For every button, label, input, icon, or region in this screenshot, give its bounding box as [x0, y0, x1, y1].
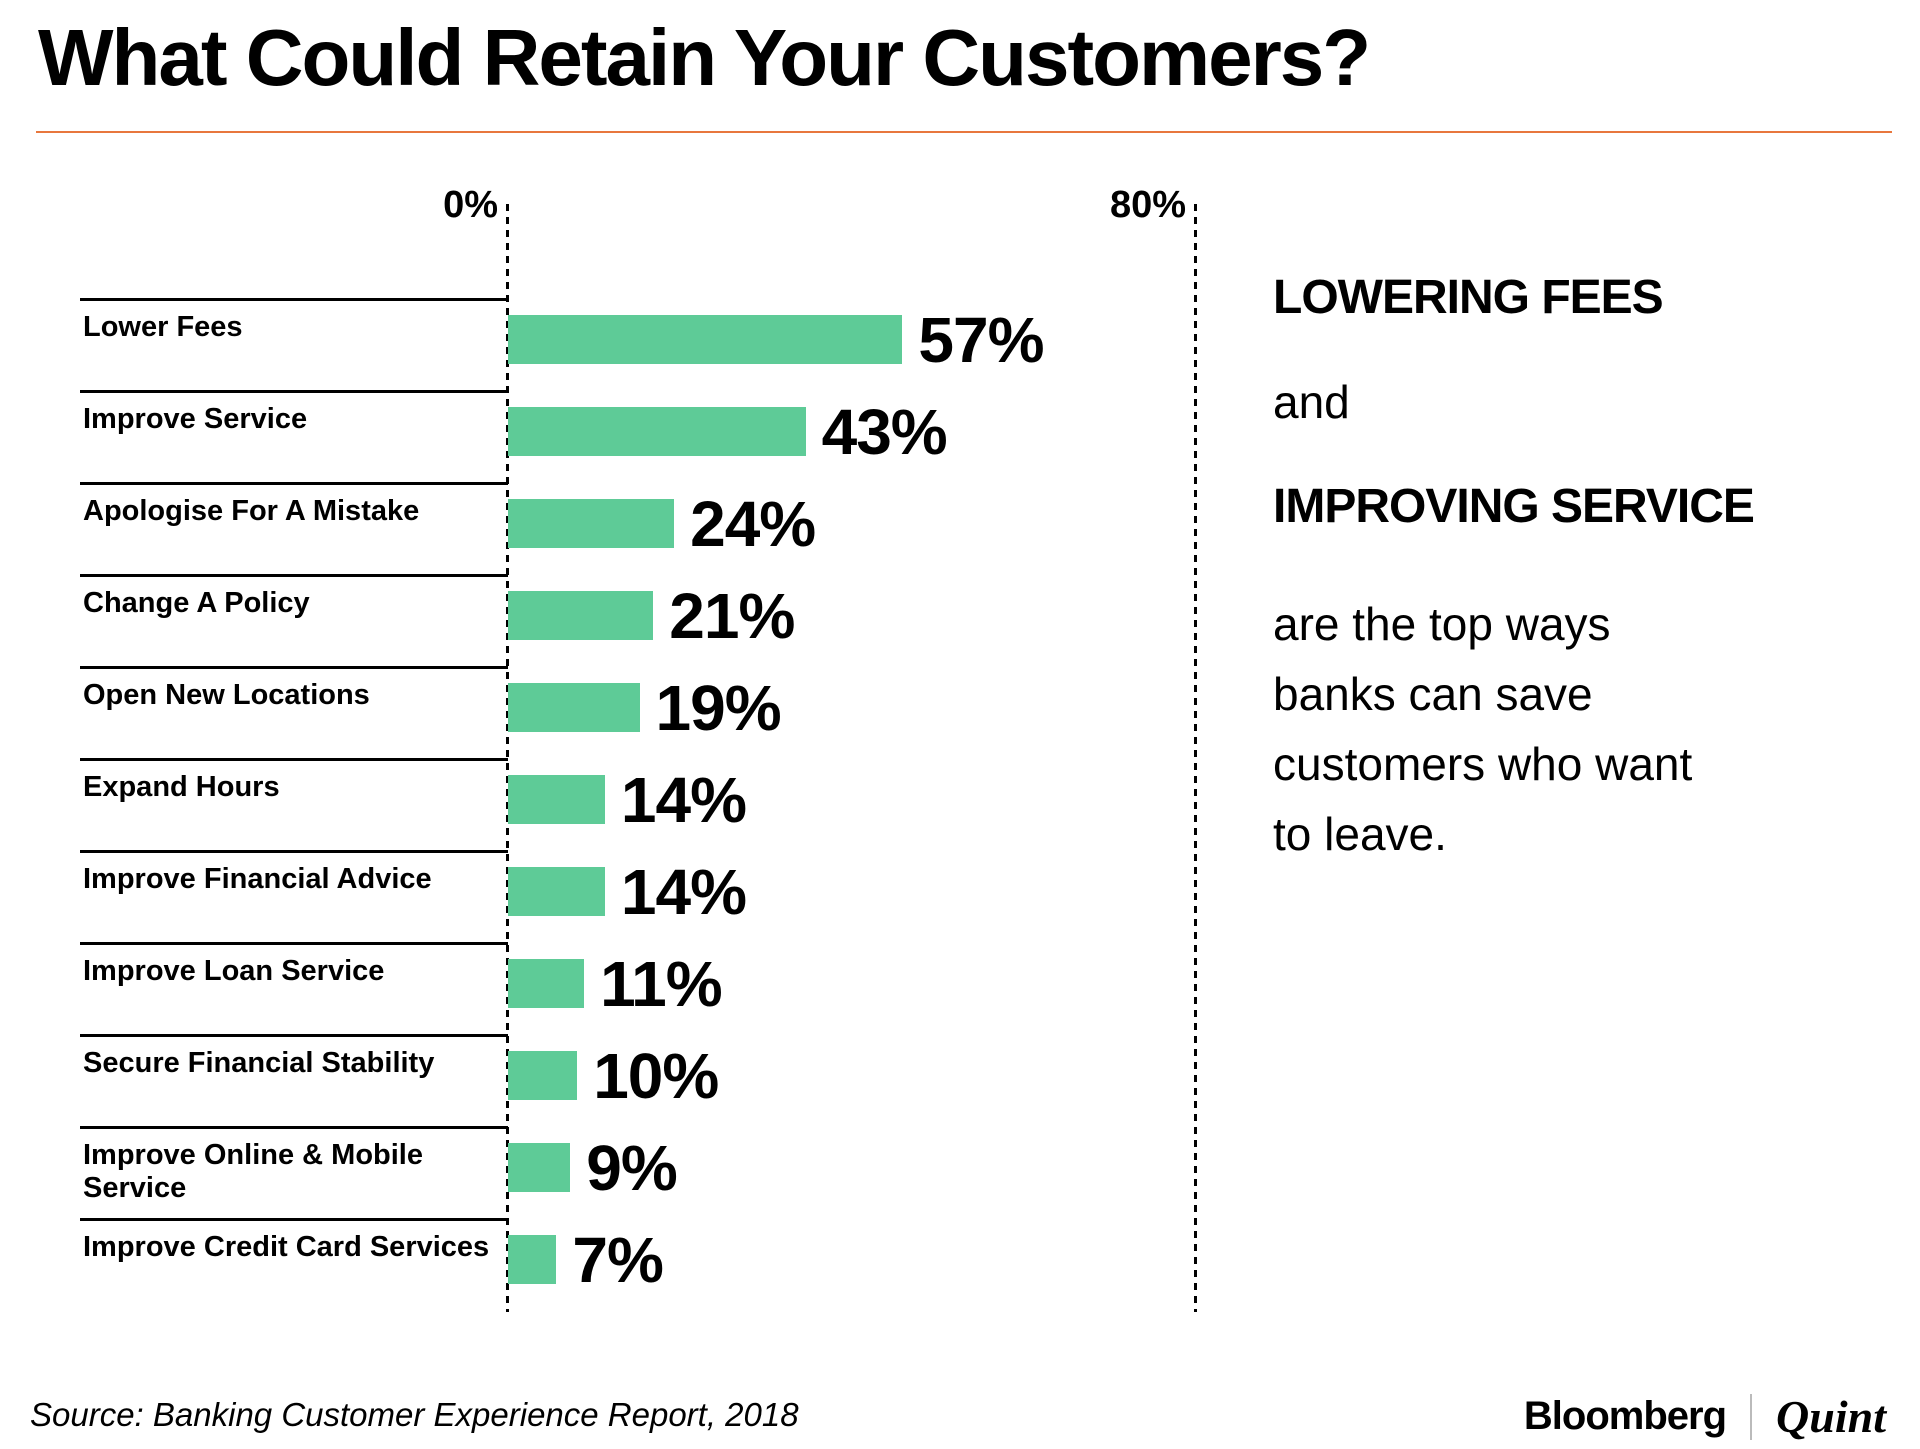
value-label: 14%	[620, 856, 747, 928]
bar-chart: Lower Fees 57% Improve Service 43% Apologise…	[0, 298, 1920, 1310]
value-bar	[508, 959, 585, 1008]
value-bar	[508, 1235, 557, 1284]
row-separator	[80, 666, 508, 669]
row-separator	[80, 1034, 508, 1037]
value-bar	[508, 775, 605, 824]
axis-tick-80: 80%	[1109, 184, 1186, 226]
row-separator	[80, 574, 508, 577]
chart-row: Change A Policy 21%	[0, 574, 1920, 666]
value-label: 9%	[586, 1132, 677, 1204]
value-bar	[508, 683, 640, 732]
annotation-connector: and	[1273, 376, 1350, 428]
value-label: 21%	[669, 580, 795, 652]
source-note: Source: Banking Customer Experience Repo…	[30, 1396, 799, 1433]
category-label: Improve Credit Card Services	[83, 1231, 490, 1263]
chart-row: Secure Financial Stability 10%	[0, 1034, 1920, 1126]
annotation-emphasis-1: LOWERING FEES	[1273, 271, 1664, 324]
chart-row: Apologise For A Mistake 24%	[0, 482, 1920, 574]
value-bar	[508, 499, 675, 548]
category-label: Secure Financial Stability	[83, 1047, 435, 1079]
value-label: 14%	[620, 764, 747, 836]
category-label: Change A Policy	[83, 587, 310, 619]
category-label: Lower Fees	[83, 311, 243, 343]
annotation-body: are the top ways banks can save customer…	[1273, 598, 1693, 860]
page-title: What Could Retain Your Customers?	[38, 13, 1371, 102]
annotation-emphasis-2: IMPROVING SERVICE	[1273, 480, 1755, 533]
brand-logos: Bloomberg Quint	[1524, 1390, 1886, 1443]
value-bar	[508, 591, 654, 640]
value-bar	[508, 1143, 571, 1192]
category-label: Improve Loan Service	[83, 955, 385, 987]
row-separator	[80, 942, 508, 945]
chart-row: Open New Locations 19%	[0, 666, 1920, 758]
chart-row: Improve Loan Service 11%	[0, 942, 1920, 1034]
value-bar	[508, 1051, 578, 1100]
chart-row: Improve Credit Card Services 7%	[0, 1218, 1920, 1310]
bloomberg-logo: Bloomberg	[1523, 1394, 1727, 1438]
gridline-80-percent	[1194, 204, 1197, 1312]
value-label: 57%	[918, 304, 1044, 376]
category-label: Improve Online & Mobile Service	[83, 1139, 423, 1205]
value-label: 19%	[655, 672, 782, 744]
value-label: 11%	[600, 948, 723, 1020]
row-separator	[80, 850, 508, 853]
row-separator	[80, 1126, 508, 1129]
axis-tick-0: 0%	[443, 184, 498, 226]
category-label: Improve Financial Advice	[83, 863, 432, 895]
category-label: Expand Hours	[83, 771, 280, 803]
row-separator	[80, 390, 508, 393]
quint-logo: Quint	[1776, 1391, 1886, 1442]
value-label: 24%	[690, 488, 816, 560]
category-label: Open New Locations	[83, 679, 370, 711]
row-separator	[80, 482, 508, 485]
category-label: Improve Service	[83, 403, 308, 435]
value-bar	[508, 867, 605, 916]
chart-row: Expand Hours 14%	[0, 758, 1920, 850]
value-bar	[508, 315, 903, 364]
row-separator	[80, 758, 508, 761]
value-label: 43%	[821, 396, 948, 468]
chart-row: Improve Financial Advice 14%	[0, 850, 1920, 942]
chart-row: Improve Service 43%	[0, 390, 1920, 482]
title-accent-line	[36, 131, 1892, 133]
chart-row: Improve Online & Mobile Service 9%	[0, 1126, 1920, 1218]
row-separator	[80, 1218, 508, 1221]
brand-separator	[1750, 1393, 1753, 1440]
value-label: 7%	[572, 1224, 663, 1296]
value-bar	[508, 407, 806, 456]
value-label: 10%	[593, 1040, 719, 1112]
category-label: Apologise For A Mistake	[83, 495, 420, 527]
annotation-block: LOWERING FEES and IMPROVING SERVICE are …	[1273, 270, 1893, 870]
chart-row: Lower Fees 57%	[0, 298, 1920, 390]
row-separator	[80, 298, 508, 301]
